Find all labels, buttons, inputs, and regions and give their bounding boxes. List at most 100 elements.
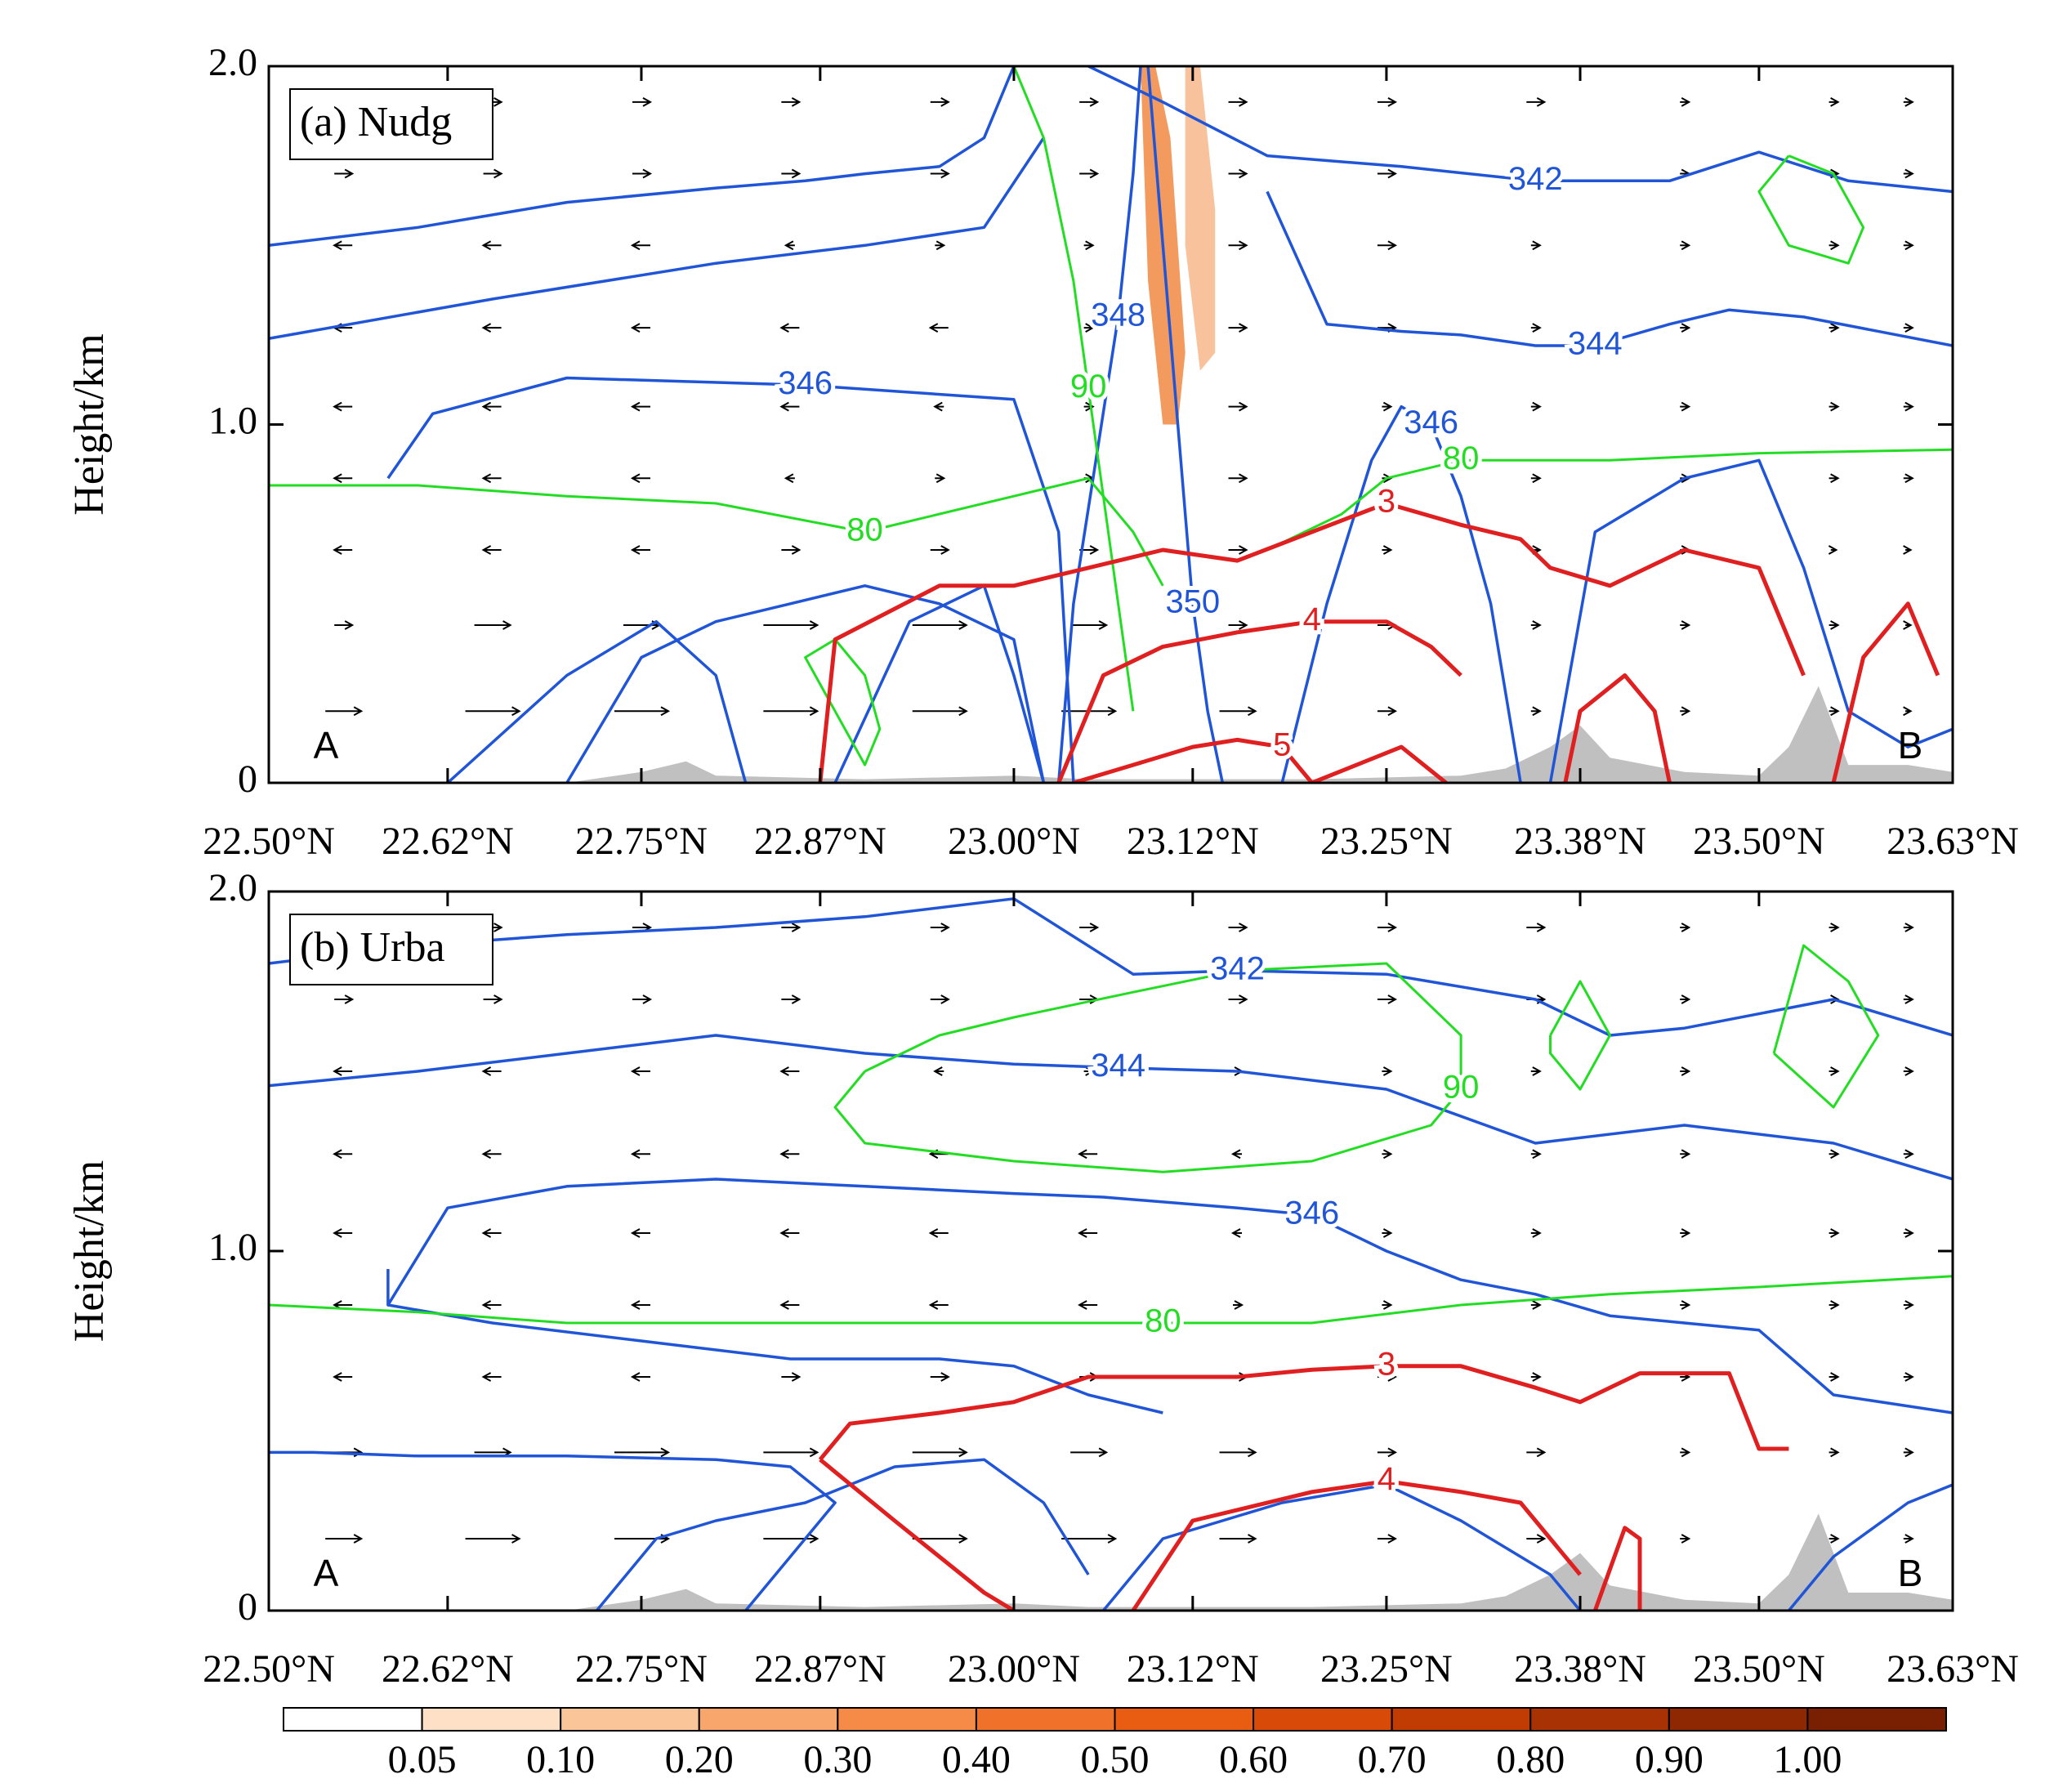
colorbar-box [1114,1707,1255,1732]
wind-vector [933,1066,944,1076]
x-tick-label: 23.63°N [1887,1647,2019,1691]
wind-vector [1219,1534,1257,1544]
wind-vector [1230,1228,1243,1238]
wind-vector [481,1228,502,1238]
wind-vector [784,473,795,484]
wind-vector [465,1534,521,1544]
endpoint-label: A [314,724,339,766]
contour-label: 346 [778,365,833,401]
wind-vector [763,706,819,717]
wind-vector [1530,401,1542,412]
wind-vector [1530,240,1542,251]
colorbar-box [698,1707,839,1732]
wind-vector [481,473,502,484]
contour-line [1549,980,1611,1091]
y-tick-label: 1.0 [208,400,257,443]
wind-vector [1903,1066,1914,1076]
wind-vector [334,620,355,630]
colorbar-box [560,1707,700,1732]
x-tick-label: 23.38°N [1514,1647,1646,1691]
wind-vector [1377,1534,1397,1544]
wind-vector [333,1228,353,1238]
wind-vector [1903,1447,1914,1458]
wind-vector [1829,473,1840,484]
x-tick-label: 23.00°N [948,820,1080,863]
x-tick-label: 22.62°N [382,820,514,863]
wind-vector [333,1149,353,1160]
wind-vector [1233,1300,1244,1310]
wind-vector [1228,401,1248,412]
wind-vector [1680,994,1691,1004]
wind-vector [614,706,671,717]
wind-vector [481,240,502,251]
colorbar-label: 0.60 [1219,1738,1288,1781]
wind-vector [930,994,950,1004]
wind-vector [1530,706,1542,717]
wind-vector [1903,323,1914,333]
wind-vector [1382,401,1393,412]
colorbar-box [421,1707,562,1732]
wind-vector [1903,620,1913,630]
wind-vector [1829,323,1840,333]
x-tick-label: 23.63°N [1887,820,2019,863]
colorbar-label: 1.00 [1773,1738,1842,1781]
contour-label: 4 [1303,601,1321,637]
y-tick-label: 2.0 [208,41,257,84]
x-tick-label: 23.00°N [948,1647,1080,1691]
title-box [289,914,493,985]
wind-vector [630,1066,650,1076]
contour-line [387,1303,1163,1414]
wind-vector [1228,240,1248,251]
x-tick-label: 22.50°N [203,1647,335,1691]
contour-line [1266,190,1953,347]
wind-vector [1903,1149,1914,1160]
contour-label: 5 [1273,727,1291,763]
contour-line [1131,1479,1582,1611]
wind-vector [1377,1372,1397,1382]
endpoint-label: B [1898,724,1923,766]
wind-vector [333,473,353,484]
wind-vector [912,620,968,630]
wind-vector [630,1300,650,1310]
wind-vector [1680,1066,1691,1076]
wind-vector [333,1066,353,1076]
contour-label: 3 [1378,1346,1395,1382]
wind-vector [930,1372,950,1382]
wind-vector [1680,1228,1691,1238]
contour-label: 342 [1210,950,1265,986]
contour-label: 80 [1145,1303,1181,1339]
wind-vector [334,994,355,1004]
contour-line [1266,448,1953,552]
contour-line [1772,944,1880,1109]
wind-vector [483,168,503,179]
wind-vector [1377,706,1397,717]
wind-vector [1526,1534,1547,1544]
wind-vector [1377,923,1397,932]
wind-vector [481,1149,502,1160]
wind-vector [1228,994,1248,1004]
wind-vector [333,1372,353,1382]
wind-vector [334,168,355,179]
wind-vector [763,620,819,630]
wind-vector [481,1066,502,1076]
wind-vector [1382,1066,1393,1076]
wind-vector [481,545,502,555]
y-axis-label: Height/km [66,1160,113,1342]
wind-vector [779,1300,800,1310]
contour-label: 3 [1378,484,1395,520]
wind-vector [630,401,650,412]
wind-vector [1530,1228,1542,1238]
y-tick-label: 1.0 [208,1226,257,1269]
x-tick-label: 22.62°N [382,1647,514,1691]
wind-vector [630,545,650,555]
wind-vector [1530,473,1542,484]
wind-vector [1228,620,1248,630]
y-tick-label: 0 [238,757,257,801]
wind-vector [1228,323,1248,333]
wind-vector [1382,1228,1393,1238]
colorbar-label: 0.10 [526,1738,595,1781]
wind-vector [1903,1228,1914,1238]
wind-vector [1829,620,1840,630]
y-tick-label: 0 [238,1585,257,1629]
